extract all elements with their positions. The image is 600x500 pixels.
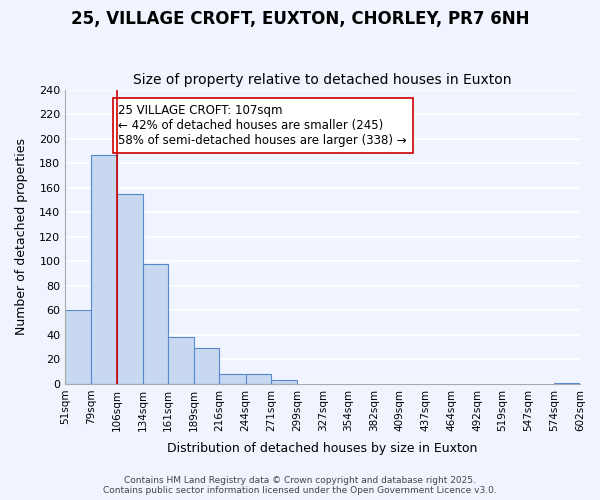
Bar bbox=[168, 338, 194, 384]
Y-axis label: Number of detached properties: Number of detached properties bbox=[15, 138, 28, 335]
Text: Contains HM Land Registry data © Crown copyright and database right 2025.
Contai: Contains HM Land Registry data © Crown c… bbox=[103, 476, 497, 495]
Bar bbox=[143, 264, 168, 384]
Bar bbox=[271, 380, 297, 384]
Bar bbox=[220, 374, 245, 384]
Bar bbox=[116, 194, 143, 384]
X-axis label: Distribution of detached houses by size in Euxton: Distribution of detached houses by size … bbox=[167, 442, 478, 455]
Bar bbox=[194, 348, 220, 384]
Text: 25, VILLAGE CROFT, EUXTON, CHORLEY, PR7 6NH: 25, VILLAGE CROFT, EUXTON, CHORLEY, PR7 … bbox=[71, 10, 529, 28]
Text: 25 VILLAGE CROFT: 107sqm
← 42% of detached houses are smaller (245)
58% of semi-: 25 VILLAGE CROFT: 107sqm ← 42% of detach… bbox=[118, 104, 407, 148]
Bar bbox=[65, 310, 91, 384]
Title: Size of property relative to detached houses in Euxton: Size of property relative to detached ho… bbox=[133, 73, 512, 87]
Bar bbox=[245, 374, 271, 384]
Bar bbox=[91, 154, 116, 384]
Bar bbox=[554, 382, 580, 384]
